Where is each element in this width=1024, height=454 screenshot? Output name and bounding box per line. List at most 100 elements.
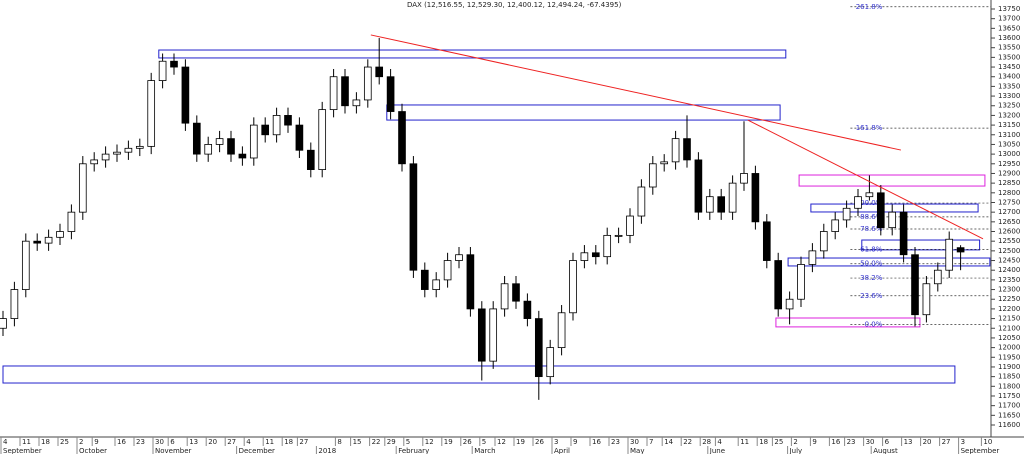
- y-tick-label: 13250: [998, 102, 1020, 110]
- candle-body: [694, 159, 703, 213]
- candle-body: [660, 161, 669, 165]
- candle-body: [135, 145, 144, 149]
- y-tick-label: 12750: [998, 198, 1020, 206]
- candle-body: [329, 76, 338, 111]
- fib-label: 38.2%: [860, 274, 883, 282]
- x-tick-label: 19: [444, 438, 453, 446]
- y-tick-label: 12450: [998, 257, 1020, 265]
- x-tick-label: 6: [885, 438, 890, 446]
- x-tick-label: 23: [136, 438, 145, 446]
- candle-body: [705, 196, 714, 213]
- y-tick-label: 12150: [998, 315, 1020, 323]
- candle-body: [797, 264, 805, 300]
- x-tick-label: 9: [94, 438, 98, 446]
- x-tick-label: 2: [793, 438, 797, 446]
- candle-body: [466, 254, 475, 310]
- x-tick-label: 20: [923, 438, 932, 446]
- month-label: August: [873, 447, 898, 454]
- candle-body: [922, 283, 931, 316]
- candle-body: [888, 211, 897, 229]
- candle-body: [785, 298, 794, 310]
- candle-body: [842, 207, 851, 221]
- y-tick-label: 12700: [998, 208, 1020, 216]
- candle-body: [774, 260, 783, 310]
- candle-body: [215, 138, 224, 145]
- candle-body: [56, 231, 64, 238]
- x-tick-label: 16: [592, 438, 601, 446]
- candle-body: [500, 283, 509, 310]
- candle-body: [740, 173, 748, 184]
- y-tick-label: 12250: [998, 295, 1020, 303]
- chart-title: DAX (12,516.55, 12,529.30, 12,400.12, 12…: [407, 1, 622, 9]
- candle-body: [158, 60, 167, 81]
- month-label: March: [474, 447, 495, 454]
- x-tick-label: 5: [406, 438, 410, 446]
- y-tick-label: 11650: [998, 411, 1020, 419]
- x-tick-label: 9: [573, 438, 577, 446]
- candle-body: [249, 124, 258, 159]
- x-tick-label: 26: [463, 438, 472, 446]
- y-tick-label: 13200: [998, 111, 1020, 119]
- y-tick-label: 12600: [998, 228, 1020, 236]
- y-tick-label: 12950: [998, 160, 1020, 168]
- month-label: November: [155, 447, 192, 454]
- x-tick-label: 27: [942, 438, 951, 446]
- candle-body: [865, 192, 874, 198]
- fib-label: 88.6%: [860, 213, 883, 221]
- x-tick-label: 27: [227, 438, 236, 446]
- candle-body: [569, 260, 577, 314]
- candle-body: [580, 252, 589, 261]
- candle-body: [876, 192, 885, 229]
- x-tick-label: 16: [831, 438, 840, 446]
- candle-body: [956, 247, 965, 253]
- candle-body: [0, 318, 7, 329]
- y-tick-label: 12850: [998, 179, 1020, 187]
- candle-body: [808, 250, 817, 265]
- candle-body: [945, 238, 954, 271]
- month-label: 2018: [318, 447, 336, 454]
- x-tick-label: 12: [425, 438, 434, 446]
- x-tick-label: 18: [759, 438, 768, 446]
- y-tick-label: 12000: [998, 344, 1020, 352]
- candle-body: [557, 312, 566, 349]
- x-tick-label: 13: [904, 438, 913, 446]
- y-tick-label: 11850: [998, 373, 1020, 381]
- candle-body: [295, 124, 304, 151]
- x-tick-label: 15: [353, 438, 362, 446]
- month-label: May: [630, 447, 644, 454]
- candle-body: [933, 269, 942, 285]
- candle-body: [899, 211, 908, 256]
- x-tick-label: 18: [41, 438, 50, 446]
- x-tick-label: 7: [649, 438, 653, 446]
- candle-body: [10, 289, 19, 319]
- x-tick-label: 13: [189, 438, 198, 446]
- fib-label: 78.6%: [860, 225, 883, 233]
- x-tick-label: 10: [983, 438, 992, 446]
- candle-body: [375, 66, 384, 78]
- y-tick-label: 13000: [998, 150, 1020, 158]
- fib-label: 61.8%: [860, 245, 883, 253]
- x-tick-label: 12: [497, 438, 506, 446]
- y-tick-label: 13700: [998, 15, 1020, 23]
- x-tick-label: 11: [265, 438, 274, 446]
- y-tick-label: 11950: [998, 353, 1020, 361]
- candle-body: [386, 76, 395, 112]
- candle-body: [44, 236, 53, 244]
- x-tick-label: 29: [387, 438, 396, 446]
- x-tick-label: 30: [155, 438, 164, 446]
- x-tick-label: 28: [702, 438, 711, 446]
- x-tick-label: 2: [79, 438, 83, 446]
- x-tick-label: 11: [740, 438, 749, 446]
- x-tick-label: 19: [516, 438, 525, 446]
- candle-body: [318, 109, 327, 170]
- candle-body: [398, 111, 406, 165]
- y-tick-label: 13650: [998, 24, 1020, 32]
- candle-body: [683, 138, 691, 161]
- candle-body: [648, 163, 657, 188]
- x-tick-label: 4: [717, 438, 722, 446]
- x-tick-label: 11: [22, 438, 31, 446]
- y-tick-label: 13400: [998, 73, 1020, 81]
- candle-body: [432, 279, 441, 290]
- candle-body: [124, 147, 133, 153]
